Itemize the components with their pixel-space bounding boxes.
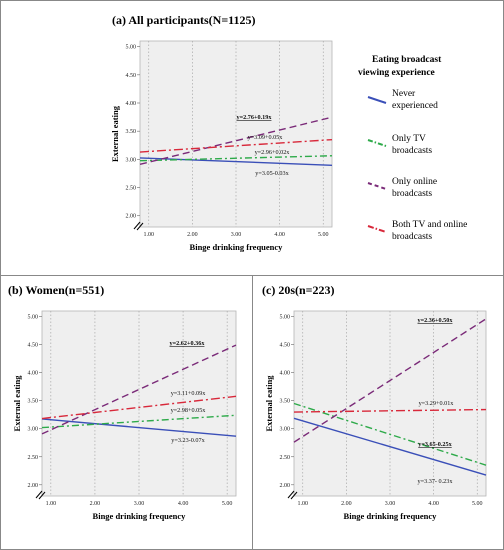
axis-break-mark bbox=[35, 490, 43, 499]
equation-label: y=3.09+0.05x bbox=[248, 134, 284, 141]
legend-label-both: Both TV and online broadcasts bbox=[392, 220, 470, 242]
chart-20s: 1.00 2.00 3.00 4.00 5.00 2.00 2.50 3.00 3.50 4.00… bbox=[264, 310, 487, 521]
y-tick-label: 4.50 bbox=[126, 73, 137, 79]
y-tick-label: 2.50 bbox=[28, 455, 39, 461]
axis-break-mark bbox=[287, 490, 295, 499]
equation-label: y=2.62+0.36x bbox=[170, 340, 206, 347]
y-tick-label: 2.50 bbox=[280, 455, 291, 461]
legend-label-both-line-1: Both TV and online bbox=[392, 220, 467, 230]
series-line bbox=[293, 318, 487, 443]
legend-label-only-online: Only online broadcasts bbox=[392, 177, 440, 199]
y-axis-title: External eating bbox=[12, 375, 22, 432]
y-tick-label: 3.50 bbox=[28, 399, 39, 405]
y-tick-label: 4.00 bbox=[28, 371, 39, 377]
axis-break-mark bbox=[133, 221, 141, 230]
axis-break-mark bbox=[136, 222, 144, 231]
x-tick-label: 5.00 bbox=[318, 232, 329, 238]
chart-women: 1.00 2.00 3.00 4.00 5.00 2.00 2.50 3.00 3.50 4.00… bbox=[12, 310, 237, 521]
equation-label: y=3.11+0.09x bbox=[171, 390, 206, 397]
series-line bbox=[41, 395, 237, 420]
y-tick-label: 4.00 bbox=[280, 371, 291, 377]
y-tick-label: 5.00 bbox=[126, 45, 137, 51]
y-axis-title: External eating bbox=[264, 375, 274, 432]
y-axis-title: External eating bbox=[110, 105, 120, 162]
chart-all-participants: 1.00 2.00 3.00 4.00 5.00 2.00 2.50 3.00 3.50 4.00… bbox=[110, 40, 333, 252]
y-tick-label: 5.00 bbox=[28, 315, 39, 321]
equation-label: y=3.05-0.03x bbox=[255, 170, 289, 177]
x-tick-label: 3.00 bbox=[385, 501, 396, 507]
series-line bbox=[139, 157, 333, 167]
equation-label: y=3.65-0.25x bbox=[418, 441, 452, 448]
y-tick-label: 2.00 bbox=[280, 483, 291, 489]
x-tick-label: 2.00 bbox=[341, 501, 352, 507]
series-line bbox=[41, 418, 237, 437]
y-tick-label: 2.00 bbox=[126, 214, 137, 220]
equation-label: y=3.23-0.07x bbox=[171, 437, 205, 444]
x-tick-label: 1.00 bbox=[46, 501, 57, 507]
axis-break-mark bbox=[290, 491, 298, 500]
legend-label-only-tv-line-1: Only TV bbox=[392, 134, 426, 144]
panel-c-title: (c) 20s(n=223) bbox=[262, 283, 335, 297]
x-tick-label: 2.00 bbox=[90, 501, 101, 507]
y-tick-label: 3.00 bbox=[126, 157, 137, 163]
equation-label: y=2.36+0.50x bbox=[418, 317, 454, 324]
equation-label: y=2.96+0.02x bbox=[255, 149, 291, 156]
y-tick-label: 3.50 bbox=[280, 399, 291, 405]
legend-swatch-both bbox=[367, 225, 387, 233]
axis-break-mark bbox=[38, 491, 46, 500]
x-tick-label: 2.00 bbox=[187, 232, 198, 238]
legend-swatch-only-online bbox=[367, 182, 387, 190]
equation-label: y=3.29+0.01x bbox=[419, 400, 455, 407]
y-tick-label: 4.50 bbox=[28, 343, 39, 349]
legend-swatch-never bbox=[367, 96, 387, 104]
legend: Eating broadcast viewing experience Neve… bbox=[358, 55, 470, 242]
y-tick-label: 4.00 bbox=[126, 101, 137, 107]
series-line bbox=[41, 344, 237, 435]
x-tick-label: 3.00 bbox=[231, 232, 242, 238]
x-axis-title: Binge drinking frequency bbox=[344, 511, 438, 521]
series-line bbox=[293, 417, 487, 476]
equation-label: y=3.37- 0.23x bbox=[418, 478, 454, 485]
legend-title-line-1: Eating broadcast bbox=[372, 55, 442, 65]
y-tick-label: 2.00 bbox=[28, 483, 39, 489]
legend-swatch-only-tv bbox=[367, 139, 387, 147]
x-tick-label: 5.00 bbox=[222, 501, 233, 507]
series-line bbox=[293, 408, 487, 413]
panel-a-title: (a) All participants(N=1125) bbox=[112, 13, 256, 27]
y-tick-label: 2.50 bbox=[126, 186, 137, 192]
legend-title: Eating broadcast viewing experience bbox=[358, 55, 444, 78]
legend-label-never-line-1: Never bbox=[392, 89, 416, 99]
equation-label: y=2.76+0.19x bbox=[237, 114, 273, 121]
legend-label-only-tv: Only TV broadcasts bbox=[392, 134, 432, 156]
legend-label-only-online-line-2: broadcasts bbox=[392, 189, 432, 199]
x-axis-title: Binge drinking frequency bbox=[93, 511, 187, 521]
x-axis-title: Binge drinking frequency bbox=[190, 242, 284, 252]
x-tick-label: 1.00 bbox=[297, 501, 308, 507]
x-tick-label: 3.00 bbox=[134, 501, 145, 507]
legend-label-both-line-2: broadcasts bbox=[392, 232, 432, 242]
legend-label-never-line-2: experienced bbox=[392, 101, 438, 111]
y-tick-label: 3.50 bbox=[126, 129, 137, 135]
legend-title-line-2: viewing experience bbox=[358, 68, 435, 78]
x-tick-label: 1.00 bbox=[143, 232, 154, 238]
y-tick-label: 3.00 bbox=[28, 427, 39, 433]
x-tick-label: 4.00 bbox=[274, 232, 285, 238]
y-tick-label: 4.50 bbox=[280, 343, 291, 349]
series-line bbox=[293, 402, 487, 466]
equation-label: y=2.98+0.05x bbox=[171, 407, 207, 414]
y-tick-label: 3.00 bbox=[280, 427, 291, 433]
x-tick-label: 4.00 bbox=[428, 501, 439, 507]
x-tick-label: 5.00 bbox=[472, 501, 483, 507]
legend-label-never: Never experienced bbox=[392, 89, 438, 111]
series-line bbox=[139, 138, 333, 153]
legend-label-only-tv-line-2: broadcasts bbox=[392, 146, 432, 156]
x-tick-label: 4.00 bbox=[178, 501, 189, 507]
legend-label-only-online-line-1: Only online bbox=[392, 177, 437, 187]
panel-b-title: (b) Women(n=551) bbox=[8, 283, 104, 297]
y-tick-label: 5.00 bbox=[280, 315, 291, 321]
series-line bbox=[41, 414, 237, 429]
series-line bbox=[139, 155, 333, 162]
